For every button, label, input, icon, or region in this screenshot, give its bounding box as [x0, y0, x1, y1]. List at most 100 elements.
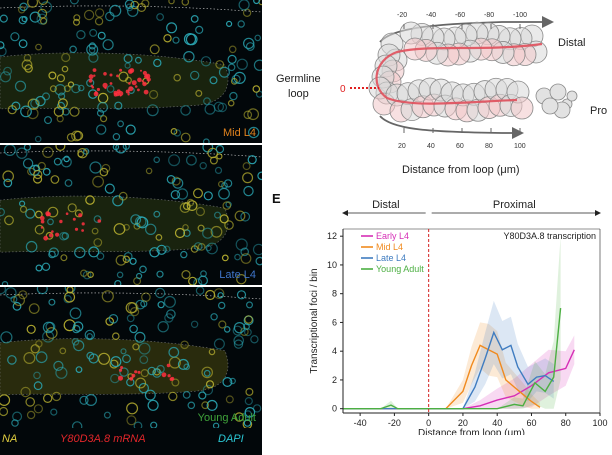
nucleus [154, 287, 166, 299]
nucleus [214, 211, 222, 219]
nucleus [144, 389, 156, 401]
nucleus [185, 154, 197, 166]
nucleus [115, 145, 127, 154]
nucleus [77, 147, 88, 159]
nucleus [163, 245, 171, 253]
nucleus [4, 215, 14, 226]
nucleus [34, 224, 45, 235]
nucleus [41, 262, 51, 272]
nucleus [61, 65, 69, 73]
nucleus [218, 66, 230, 78]
nucleus [244, 396, 253, 406]
mrna-spot [120, 366, 124, 369]
nucleus [129, 257, 137, 265]
nucleus [242, 162, 251, 171]
proximal-cell [549, 83, 567, 101]
nucleus [126, 314, 135, 323]
nucleus [120, 348, 127, 355]
nucleus [82, 270, 92, 280]
proximal-arrowhead [595, 210, 601, 216]
channel-legend-mrna: Y80D3A.8 mRNA [60, 433, 146, 445]
nucleus [19, 2, 28, 12]
nucleus [63, 85, 71, 93]
mrna-spot [47, 212, 51, 216]
nucleus [183, 51, 195, 63]
nucleus [180, 250, 188, 259]
nucleus [234, 253, 241, 261]
nucleus [202, 384, 214, 396]
nucleus [202, 138, 210, 143]
expression-path [375, 42, 543, 105]
nucleus [157, 321, 169, 333]
nucleus [75, 366, 83, 373]
nucleus [86, 333, 93, 340]
nucleus [157, 301, 165, 309]
nucleus [35, 95, 46, 107]
nucleus [48, 298, 56, 306]
nucleus [56, 74, 66, 83]
nucleus [134, 56, 142, 64]
nucleus [88, 246, 100, 258]
schematic-axis-label: Distance from loop (μm) [402, 164, 520, 176]
nucleus [198, 275, 208, 285]
nucleus [130, 307, 140, 317]
nucleus [33, 169, 43, 180]
region-label-distal: Distal [372, 199, 400, 211]
mrna-spot [59, 219, 63, 224]
mrna-spot [129, 68, 135, 73]
mrna-spot [96, 87, 100, 92]
legend-label: Mid L4 [376, 242, 403, 252]
mrna-spot [92, 68, 97, 72]
bottom-tick-marks: 20 40 60 80 100 [398, 128, 526, 150]
nucleus [198, 391, 207, 400]
proximal-cell [566, 90, 578, 102]
nucleus [225, 395, 234, 404]
nucleus [253, 59, 262, 71]
transcription-line-chart: -40 -20 0 20 40 60 80 100 0 2 4 6 8 10 12 Distal Proxim… [309, 199, 608, 435]
nucleus [37, 161, 46, 171]
nucleus [202, 227, 214, 239]
nucleus [132, 343, 140, 351]
nucleus [247, 108, 260, 121]
nucleus [153, 156, 161, 164]
mrna-spot [78, 213, 83, 218]
mrna-spot [143, 89, 149, 95]
nucleus [53, 106, 65, 117]
nucleus [152, 368, 162, 378]
nucleus [48, 71, 57, 80]
nucleus [252, 404, 262, 413]
bottom-tick-label: 60 [456, 143, 464, 150]
nucleus [206, 242, 218, 255]
nucleus [26, 324, 36, 334]
nucleus [27, 0, 39, 8]
nucleus [69, 45, 77, 54]
nucleus [186, 198, 195, 207]
x-tick-label: -20 [388, 418, 401, 428]
nucleus [205, 289, 216, 301]
nucleus [244, 410, 253, 419]
nucleus [147, 399, 159, 411]
x-tick-label: 0 [426, 418, 431, 428]
nucleus [50, 408, 58, 416]
nucleus [47, 218, 54, 226]
nucleus [149, 44, 160, 55]
region-label-proximal: Proximal [493, 199, 536, 211]
nucleus [64, 291, 76, 303]
nucleus [163, 295, 176, 308]
nucleus [18, 6, 26, 14]
nucleus [226, 20, 233, 27]
nucleus [63, 294, 72, 304]
nucleus [197, 224, 205, 232]
nucleus [23, 351, 36, 364]
chart-text: Distal Proximal Y80D3A.8 transcription Dist… [309, 199, 596, 435]
nucleus [57, 98, 68, 109]
nucleus [210, 313, 218, 321]
y-tick-label: 4 [332, 346, 337, 356]
mrna-spot [128, 86, 134, 92]
germline-label: Germline [276, 73, 321, 85]
nucleus [214, 166, 223, 174]
nucleus [193, 278, 203, 285]
nucleus [74, 209, 83, 218]
nucleus [105, 11, 115, 22]
nucleus [35, 340, 43, 348]
